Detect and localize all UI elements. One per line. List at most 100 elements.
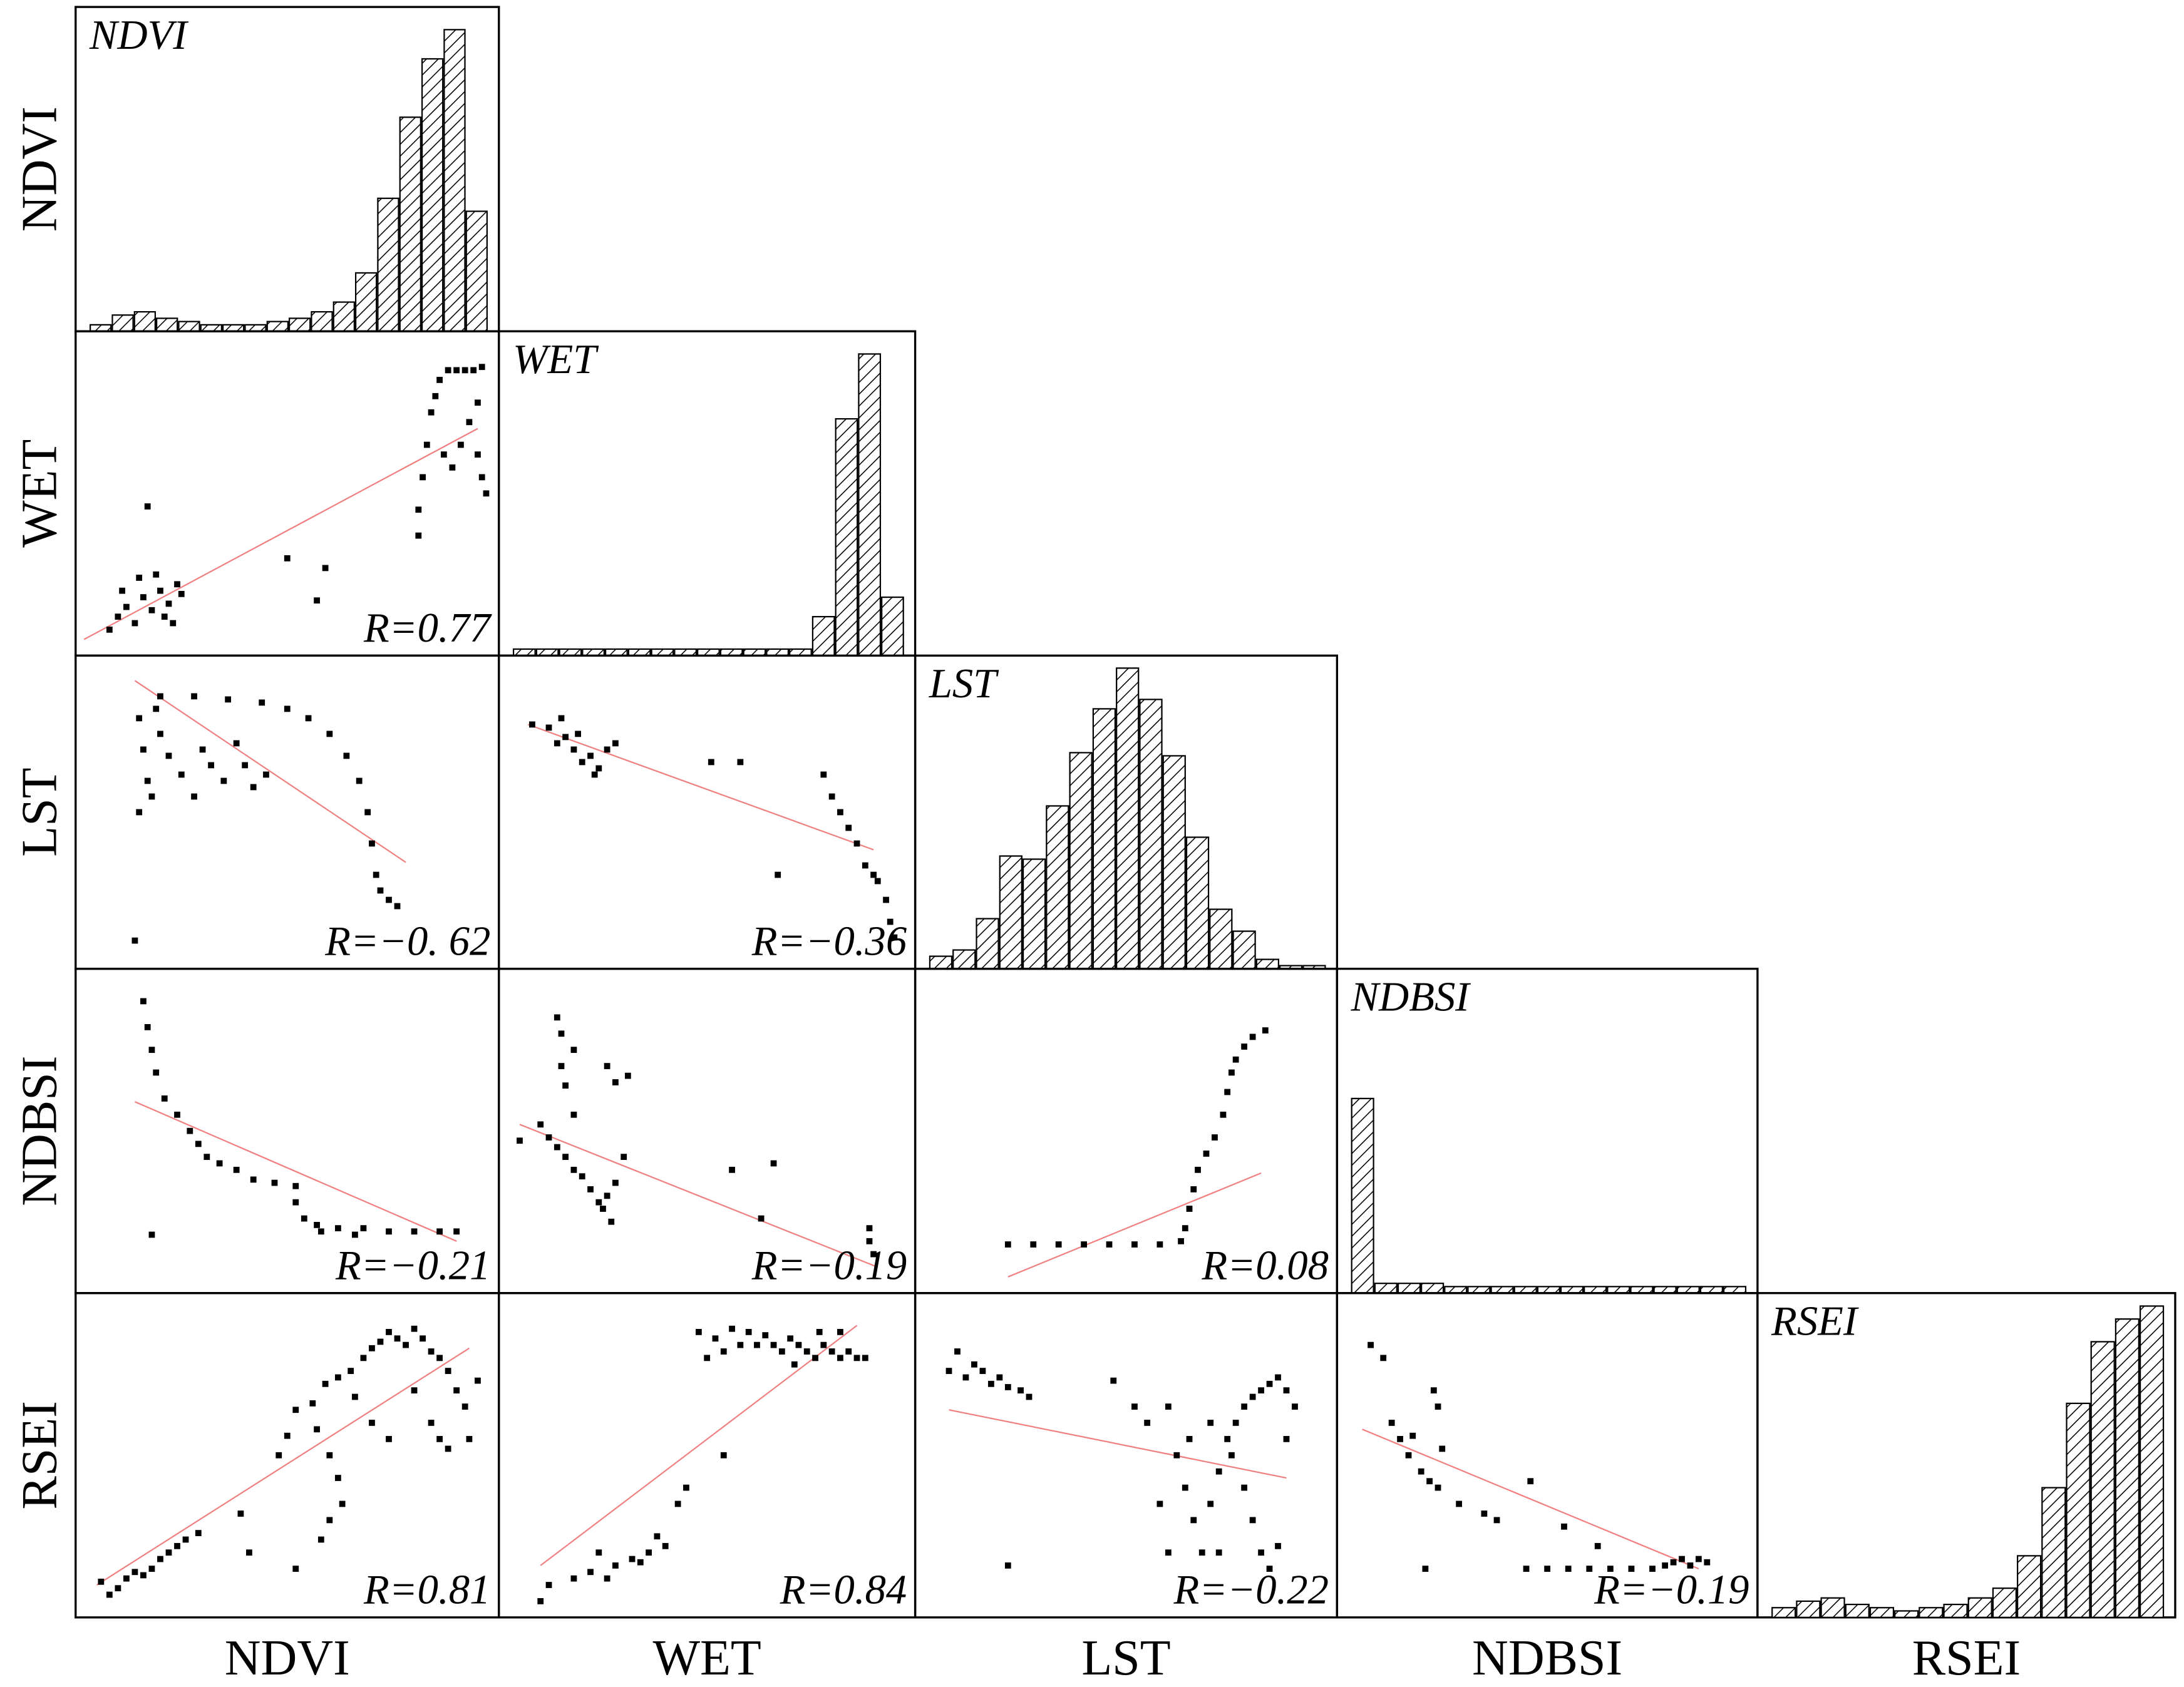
histogram-bar xyxy=(1185,836,1210,970)
scatter-point xyxy=(637,1559,644,1566)
histogram-bar xyxy=(2017,1555,2042,1618)
scatter-point xyxy=(131,620,138,627)
scatter-point xyxy=(348,1368,354,1374)
scatter-point xyxy=(587,1186,594,1192)
scatter-point xyxy=(608,1218,615,1225)
scatter-point xyxy=(276,1452,282,1459)
scatter-point xyxy=(1017,1387,1024,1394)
scatter-point xyxy=(174,1542,180,1549)
histogram-bar xyxy=(1139,699,1163,970)
scatter-point xyxy=(411,1387,418,1394)
scatter-point xyxy=(165,752,172,759)
scatter-point xyxy=(1241,1484,1248,1491)
scatter-point xyxy=(148,1566,155,1572)
scatter-point xyxy=(187,1127,193,1134)
scatter-point xyxy=(420,1335,426,1342)
scatter-point xyxy=(220,777,227,784)
scatter-point xyxy=(440,451,447,458)
correlation-label: R=0.08 xyxy=(1202,1243,1329,1288)
scatter-point xyxy=(517,1137,523,1144)
scatter-point xyxy=(745,1329,752,1335)
histogram-bar xyxy=(1209,908,1233,970)
scatter-point xyxy=(140,1572,147,1579)
scatter-point xyxy=(428,1420,435,1426)
scatter-point xyxy=(445,367,451,374)
scatter-point xyxy=(292,1566,299,1572)
scatter-point xyxy=(233,740,240,747)
scatter-point xyxy=(820,771,827,778)
scatter-point xyxy=(1178,1238,1184,1244)
scatter-point xyxy=(284,555,291,561)
scatter-point xyxy=(195,1530,202,1537)
scatter-point xyxy=(136,809,143,816)
scatter-point xyxy=(292,1182,299,1189)
scatter-point xyxy=(1207,1420,1214,1426)
scatter-point xyxy=(1380,1355,1387,1361)
scatter-point xyxy=(161,613,168,620)
scatter-point xyxy=(770,1341,777,1348)
scatter-point xyxy=(428,409,435,416)
scatter-point xyxy=(1228,1069,1235,1076)
column-label: RSEI xyxy=(1912,1631,2021,1686)
scatter-point xyxy=(106,626,113,633)
fit-line xyxy=(519,1124,878,1268)
scatter-point xyxy=(828,1348,835,1355)
scatter-point xyxy=(1586,1566,1593,1572)
histogram-bar xyxy=(1092,708,1116,970)
scatter-point xyxy=(136,575,143,581)
scatter-point xyxy=(1368,1341,1374,1348)
scatter-point xyxy=(1439,1445,1446,1452)
fit-line xyxy=(1362,1428,1699,1570)
scatter-point xyxy=(587,1569,594,1576)
scatter-point xyxy=(853,1355,860,1361)
scatter-point xyxy=(1004,1241,1011,1248)
scatter-point xyxy=(962,1374,969,1381)
histogram-bar xyxy=(443,29,466,332)
scatter-point xyxy=(428,1348,435,1355)
scatter-point xyxy=(191,693,197,700)
scatter-point xyxy=(654,1533,661,1540)
scatter-point xyxy=(891,934,898,941)
scatter-point xyxy=(475,1377,481,1384)
scatter-point xyxy=(1594,1542,1601,1549)
scatter-point xyxy=(449,464,456,471)
scatter-point xyxy=(292,1199,299,1206)
scatter-point xyxy=(386,1228,392,1235)
scatter-point xyxy=(157,1556,163,1562)
scatter-point xyxy=(360,1225,367,1231)
scatter-point xyxy=(1687,1562,1694,1569)
histogram-bar xyxy=(881,596,904,657)
scatter-point xyxy=(1156,1500,1163,1507)
scatter-point xyxy=(1266,1566,1273,1572)
scatter-point xyxy=(411,1228,418,1235)
scatter-point xyxy=(165,600,172,607)
scatter-point xyxy=(579,1173,585,1180)
scatter-point xyxy=(377,1338,384,1345)
correlation-label: R=−0. 62 xyxy=(324,918,490,964)
scatter-point xyxy=(704,1355,711,1361)
scatter-point xyxy=(537,1598,544,1604)
correlation-label: R=−0.19 xyxy=(1594,1567,1749,1613)
scatter-point xyxy=(729,1325,735,1332)
scatter-point xyxy=(436,1435,443,1442)
scatter-point xyxy=(123,1575,130,1582)
scatter-point xyxy=(364,809,371,816)
scatter-point xyxy=(386,1435,392,1442)
scatter-point xyxy=(1249,1033,1256,1040)
scatter-point xyxy=(770,1160,777,1167)
histogram-bar xyxy=(2066,1402,2091,1618)
scatter-point xyxy=(729,1166,735,1173)
histogram-bar xyxy=(1162,755,1186,970)
histogram-bar xyxy=(1374,1283,1398,1294)
scatter-point xyxy=(263,771,269,778)
scatter-point xyxy=(445,1445,451,1452)
scatter-point xyxy=(195,1141,202,1147)
scatter-point xyxy=(791,1361,798,1368)
scatter-point xyxy=(394,903,401,910)
scatter-point xyxy=(612,1079,619,1085)
column-label: NDBSI xyxy=(1472,1631,1622,1686)
scatter-point xyxy=(250,1176,257,1183)
scatter-point xyxy=(250,784,257,791)
scatter-point xyxy=(144,1023,151,1030)
scatter-point xyxy=(1481,1510,1488,1517)
